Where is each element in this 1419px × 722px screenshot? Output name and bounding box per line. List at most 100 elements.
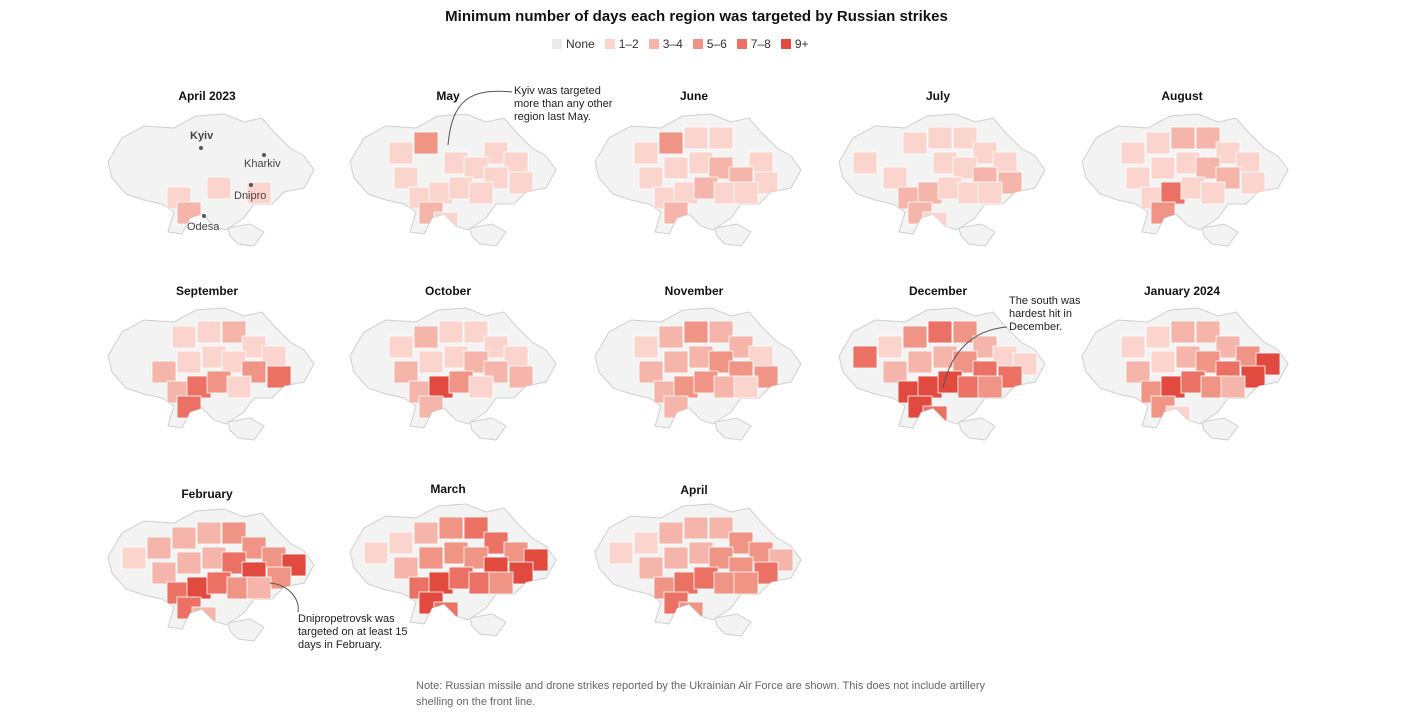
region-cell [388, 141, 414, 165]
region-cell [246, 181, 272, 205]
region-cell [388, 335, 414, 359]
region-cell [708, 320, 734, 344]
region-cell [663, 546, 689, 570]
region-cell [1240, 171, 1266, 195]
region-cell [922, 211, 948, 234]
legend-label: 5–6 [706, 37, 727, 51]
region-cell [922, 405, 948, 428]
chart-title: Minimum number of days each region was t… [445, 8, 948, 25]
legend-label: 3–4 [662, 37, 683, 51]
region-cell [608, 541, 634, 565]
region-cell [708, 126, 734, 150]
month-label-sep: September [175, 284, 239, 298]
region-cell [733, 375, 759, 399]
crimea-outline [714, 223, 752, 247]
footnote: Note: Russian missile and drone strikes … [416, 680, 986, 708]
region-cell [1150, 156, 1176, 180]
map-aug [1078, 108, 1298, 258]
region-cell [508, 171, 534, 195]
legend-item-5-6: 5–6 [692, 37, 727, 51]
region-cell [852, 151, 878, 175]
region-cell [907, 350, 933, 374]
legend-label: None [566, 37, 595, 51]
legend-swatch [552, 39, 562, 49]
region-cell [977, 181, 1003, 205]
region-cell [468, 181, 494, 205]
month-label-apr: April [680, 483, 708, 497]
region-cell [221, 320, 247, 344]
ukraine-map [838, 113, 1046, 247]
map-apr-2023 [104, 108, 324, 258]
map-jul [835, 108, 1055, 258]
region-cell [363, 541, 389, 565]
legend-label: 7–8 [750, 37, 771, 51]
region-cell [388, 531, 414, 555]
region-cell [852, 345, 878, 369]
region-cell [221, 521, 247, 545]
region-cell [171, 325, 197, 349]
crimea-outline [227, 223, 265, 247]
region-cell [418, 546, 444, 570]
region-cell [196, 521, 222, 545]
region-cell [638, 556, 664, 580]
ukraine-map [1081, 113, 1289, 247]
month-label-jun: June [679, 89, 708, 103]
legend-swatch [648, 39, 659, 49]
region-cell [678, 601, 704, 624]
map-jun [591, 108, 811, 258]
annotation-may: Kyiv was targeted more than any other re… [514, 85, 613, 123]
crimea-outline [469, 613, 507, 637]
crimea-outline [714, 613, 752, 637]
annotation-december: The south was hardest hit in December. [1009, 295, 1081, 333]
region-cell [882, 360, 908, 384]
region-cell [463, 320, 489, 344]
region-cell [638, 360, 664, 384]
region-cell [121, 546, 147, 570]
region-cell [393, 166, 419, 190]
region-cell [226, 375, 252, 399]
region-cell [266, 365, 292, 389]
crimea-outline [227, 618, 265, 642]
month-label-nov: November [664, 284, 724, 298]
region-cell [463, 516, 489, 540]
ukraine-map [594, 503, 802, 637]
region-cell [733, 571, 759, 595]
month-label-dec: December [908, 284, 968, 298]
month-label-may: May [436, 89, 460, 103]
region-cell [176, 551, 202, 575]
legend-swatch [604, 39, 615, 49]
month-label-feb: February [181, 487, 233, 501]
region-cell [633, 531, 659, 555]
region-cell [1125, 360, 1151, 384]
map-nov [591, 302, 811, 452]
ukraine-map [349, 113, 557, 247]
region-cell [1120, 335, 1146, 359]
region-cell [246, 576, 272, 600]
legend-label: 1–2 [618, 37, 639, 51]
region-cell [433, 601, 459, 624]
region-cell [151, 561, 177, 585]
legend-swatch [692, 39, 703, 49]
region-cell [393, 360, 419, 384]
region-cell [1220, 375, 1246, 399]
crimea-outline [1201, 417, 1239, 441]
month-label-mar: March [430, 482, 466, 496]
crimea-outline [958, 417, 996, 441]
region-cell [1150, 350, 1176, 374]
region-cell [196, 320, 222, 344]
map-apr [591, 498, 811, 648]
ukraine-map [349, 503, 557, 637]
crimea-outline [469, 417, 507, 441]
region-cell [151, 360, 177, 384]
region-cell [902, 325, 928, 349]
region-cell [1125, 166, 1151, 190]
month-label-aug: August [1161, 89, 1203, 103]
region-cell [176, 350, 202, 374]
map-jan-2024 [1078, 302, 1298, 452]
ukraine-map [107, 508, 315, 642]
region-cell [438, 320, 464, 344]
region-cell [683, 516, 709, 540]
ukraine-map [107, 307, 315, 441]
region-cell [413, 325, 439, 349]
month-label-apr-2023: April 2023 [178, 89, 236, 103]
